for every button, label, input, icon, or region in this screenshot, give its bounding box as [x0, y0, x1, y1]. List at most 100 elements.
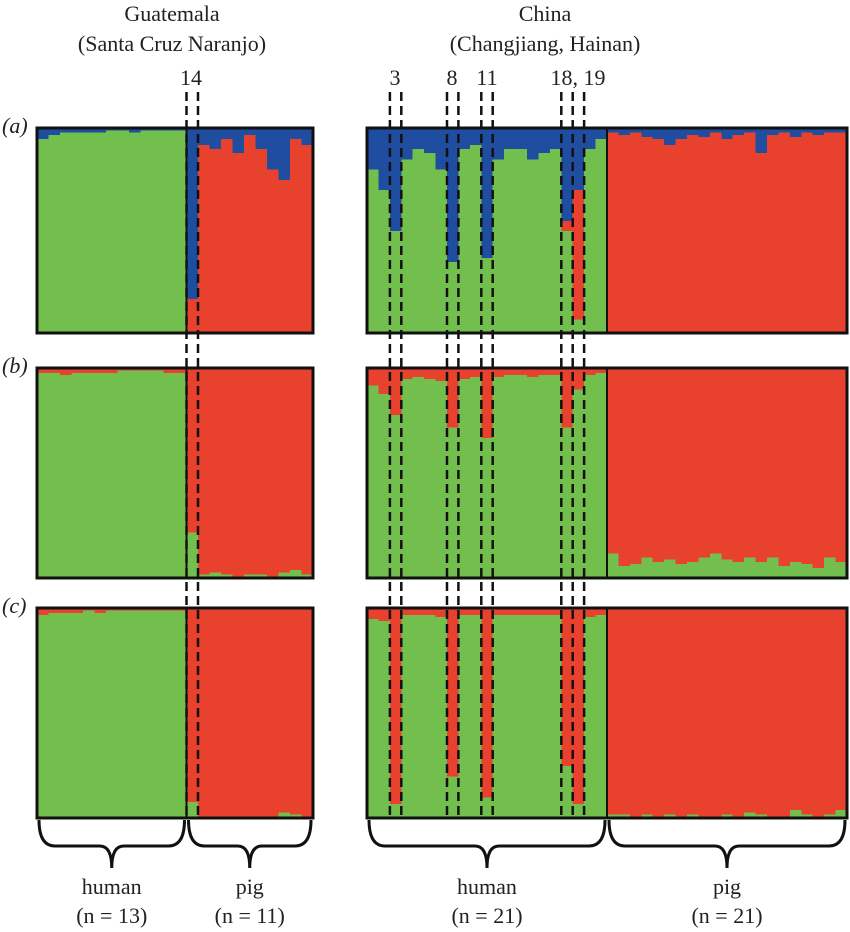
ancestry-segment	[83, 368, 96, 373]
ancestry-segment	[801, 813, 814, 819]
ancestry-segment	[664, 559, 677, 579]
ancestry-segment	[244, 608, 257, 817]
ancestry-segment	[37, 368, 50, 373]
group-size: (n = 21)	[691, 903, 762, 928]
ancestry-segment	[812, 368, 825, 569]
ancestry-segment	[37, 608, 50, 615]
ancestry-segment	[163, 130, 176, 334]
ancestry-segment	[424, 152, 437, 334]
ancestry-segment	[424, 608, 437, 615]
ancestry-segment	[186, 298, 199, 334]
ancestry-segment	[584, 616, 597, 819]
ancestry-segment	[412, 148, 425, 334]
ancestry-segment	[641, 128, 654, 137]
ancestry-segment	[71, 132, 84, 334]
ancestry-segment	[709, 368, 722, 554]
ancestry-segment	[83, 372, 96, 579]
ancestry-segment	[37, 614, 50, 819]
ancestry-segment	[301, 128, 314, 145]
ancestry-segment	[824, 132, 837, 334]
ancestry-segment	[504, 614, 517, 819]
ancestry-segment	[435, 616, 448, 819]
ancestry-segment	[389, 803, 402, 819]
ancestry-segment	[721, 368, 734, 560]
ancestry-segment	[721, 138, 734, 334]
ancestry-segment	[221, 128, 234, 139]
ancestry-segment	[835, 608, 848, 811]
ancestry-segment	[481, 797, 494, 819]
highlight-label: 18, 19	[551, 65, 606, 90]
ancestry-segment	[221, 138, 234, 334]
ancestry-segment	[389, 128, 402, 232]
ancestry-segment	[60, 132, 73, 334]
ancestry-segment	[527, 614, 540, 819]
ancestry-segment	[389, 414, 402, 579]
ancestry-segment	[458, 378, 471, 579]
ancestry-segment	[492, 368, 505, 377]
ancestry-segment	[60, 368, 73, 375]
group-size: (n = 13)	[76, 903, 147, 928]
ancestry-segment	[290, 569, 303, 579]
ancestry-segment	[267, 608, 280, 817]
ancestry-segment	[378, 128, 391, 191]
ancestry-segment	[572, 318, 585, 334]
ancestry-segment	[255, 573, 268, 579]
ancestry-segment	[744, 132, 757, 334]
ancestry-segment	[504, 148, 517, 334]
ancestry-segment	[801, 608, 814, 815]
ancestry-segment	[447, 426, 460, 579]
ancestry-segment	[244, 368, 257, 575]
group-label: pig	[236, 874, 264, 899]
ancestry-segment	[698, 368, 711, 558]
ancestry-segment	[687, 561, 700, 579]
ancestry-segment	[504, 608, 517, 615]
ancestry-segment	[186, 531, 199, 579]
ancestry-segment	[801, 563, 814, 579]
ancestry-segment	[367, 169, 380, 334]
ancestry-segment	[378, 189, 391, 334]
ancestry-segment	[140, 130, 153, 334]
ancestry-segment	[424, 128, 437, 154]
ancestry-segment	[458, 368, 471, 380]
ancestry-segment	[255, 148, 268, 334]
ancestry-segment	[549, 374, 562, 579]
ancestry-segment	[278, 811, 291, 819]
ancestry-segment	[721, 559, 734, 579]
ancestry-segment	[527, 158, 540, 334]
group-brace	[37, 819, 186, 869]
ancestry-segment	[278, 368, 291, 573]
ancestry-segment	[755, 128, 768, 154]
ancestry-segment	[515, 614, 528, 819]
ancestry-segment	[767, 608, 780, 817]
ancestry-segment	[37, 138, 50, 334]
ancestry-segment	[641, 136, 654, 334]
ancestry-segment	[412, 376, 425, 579]
panel-border	[35, 606, 315, 820]
ancestry-segment	[515, 374, 528, 579]
ancestry-segment	[789, 368, 802, 562]
ancestry-segment	[175, 130, 188, 334]
ancestry-segment	[755, 813, 768, 819]
ancestry-segment	[629, 132, 642, 334]
ancestry-segment	[835, 128, 848, 133]
ancestry-segment	[106, 368, 119, 373]
ancestry-segment	[687, 608, 700, 815]
ancestry-segment	[721, 128, 734, 139]
ancestry-segment	[629, 608, 642, 817]
ancestry-segment	[538, 368, 551, 375]
ancestry-segment	[664, 128, 677, 145]
ancestry-segment	[789, 136, 802, 334]
ancestry-segment	[469, 376, 482, 579]
ancestry-segment	[549, 128, 562, 150]
highlight-label: 11	[476, 65, 497, 90]
highlight-label: 3	[390, 65, 401, 90]
ancestry-segment	[629, 563, 642, 579]
ancestry-segment	[106, 372, 119, 579]
ancestry-segment	[538, 614, 551, 819]
ancestry-segment	[469, 368, 482, 377]
ancestry-segment	[290, 138, 303, 334]
ancestry-segment	[744, 811, 757, 819]
ancestry-segment	[412, 608, 425, 615]
ancestry-segment	[504, 128, 517, 150]
ancestry-segment	[572, 608, 585, 804]
